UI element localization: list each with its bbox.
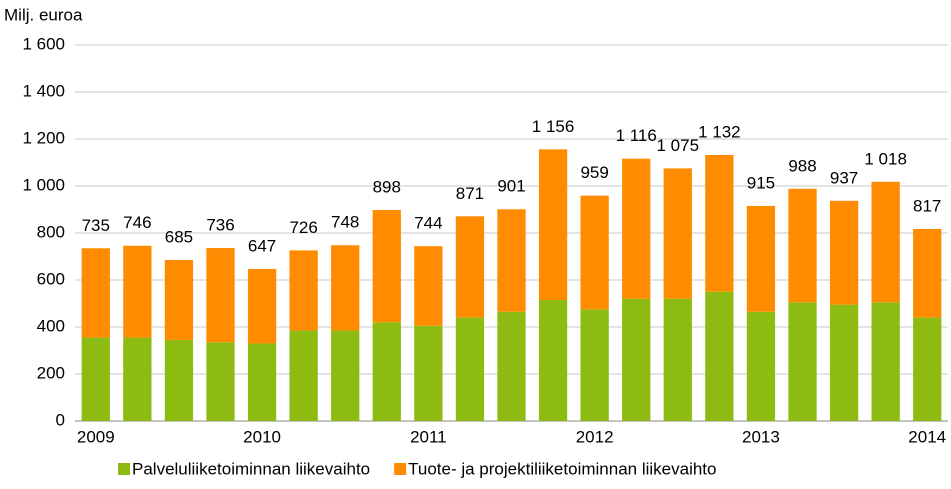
x-tick-label: 2010 <box>243 427 281 446</box>
bar-segment <box>746 205 776 312</box>
y-tick-label: 1 200 <box>22 128 65 147</box>
x-tick-label: 2012 <box>576 427 614 446</box>
total-label: 988 <box>788 156 816 175</box>
bar-segment <box>164 339 194 421</box>
bar-segment <box>788 188 817 303</box>
bar-segment <box>663 168 692 299</box>
total-label: 744 <box>414 214 442 233</box>
bar-segment <box>289 250 318 331</box>
y-tick-label: 0 <box>56 410 65 429</box>
bar-segment <box>580 309 609 421</box>
y-tick-label: 1 600 <box>22 34 65 53</box>
x-tick-label: 2009 <box>77 427 115 446</box>
bar-segment <box>123 337 152 421</box>
bar-segment <box>871 181 900 303</box>
bar-segment <box>705 154 734 292</box>
bar-segment <box>913 317 942 421</box>
bar-segment <box>331 245 360 331</box>
bar-segment <box>164 260 194 340</box>
bar-segment <box>705 291 734 421</box>
bar-segment <box>538 149 568 300</box>
y-tick-label: 600 <box>37 269 65 288</box>
total-label: 915 <box>747 173 775 192</box>
x-tick-label: 2014 <box>908 427 946 446</box>
legend-swatch <box>394 463 407 475</box>
total-label: 736 <box>206 216 234 235</box>
bar-segment <box>913 229 942 318</box>
total-label: 1 156 <box>532 117 575 136</box>
bar-segment <box>580 195 609 310</box>
legend-label: Tuote- ja projektiliiketoiminnan liikeva… <box>408 459 716 478</box>
legend-label: Palveluliiketoiminnan liikevaihto <box>132 459 370 478</box>
bar-segment <box>81 248 110 338</box>
bar-segment <box>372 322 401 421</box>
bar-segment <box>497 209 526 312</box>
bar-segment <box>455 317 485 421</box>
total-label: 1 018 <box>864 149 907 168</box>
y-tick-label: 1 400 <box>22 81 65 100</box>
bar-segment <box>538 299 568 421</box>
total-label: 901 <box>497 177 525 196</box>
y-tick-label: 800 <box>37 222 65 241</box>
bar-segment <box>871 302 900 421</box>
bar-segment <box>622 298 651 421</box>
bar-segment <box>829 304 859 421</box>
bar-segment <box>331 330 360 421</box>
legend-swatch <box>118 463 130 475</box>
total-label: 1 132 <box>698 122 741 141</box>
bar-segment <box>123 245 152 338</box>
total-label: 871 <box>456 184 484 203</box>
bar-segment <box>289 330 318 421</box>
x-tick-label: 2011 <box>410 427 447 446</box>
bar-segment <box>81 337 110 421</box>
y-tick-label: 200 <box>37 363 65 382</box>
x-tick-label: 2013 <box>742 427 780 446</box>
y-tick-label: 400 <box>37 316 65 335</box>
bar-segment <box>497 311 526 421</box>
bar-segment <box>663 298 692 421</box>
total-label: 1 116 <box>616 126 657 145</box>
bar-segment <box>414 246 443 326</box>
total-label: 685 <box>165 228 193 247</box>
bar-segment <box>746 311 776 421</box>
total-label: 959 <box>580 163 608 182</box>
total-label: 647 <box>248 236 276 255</box>
y-axis-label: Milj. euroa <box>4 5 83 24</box>
total-label: 898 <box>373 177 401 196</box>
total-label: 1 075 <box>657 136 700 155</box>
total-label: 735 <box>82 216 110 235</box>
bar-segment <box>206 248 235 343</box>
y-tick-label: 1 000 <box>22 175 65 194</box>
total-label: 748 <box>331 213 359 232</box>
bar-segment <box>414 325 443 421</box>
total-label: 817 <box>913 196 941 215</box>
total-label: 937 <box>830 168 858 187</box>
bar-segment <box>372 209 401 323</box>
bar-segment <box>206 342 235 421</box>
total-label: 726 <box>289 218 317 237</box>
bar-segment <box>829 200 859 305</box>
bar-segment <box>788 302 817 421</box>
bar-segment <box>455 216 485 318</box>
bar-segment <box>247 343 277 421</box>
total-label: 746 <box>123 213 151 232</box>
bar-segment <box>247 268 277 344</box>
bar-segment <box>622 158 651 299</box>
